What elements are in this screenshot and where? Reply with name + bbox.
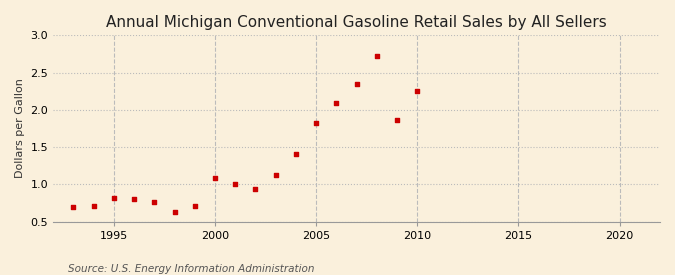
Point	[290, 152, 301, 156]
Point	[270, 173, 281, 178]
Point	[351, 82, 362, 86]
Point	[250, 187, 261, 191]
Point	[149, 200, 160, 205]
Point	[68, 205, 79, 209]
Point	[310, 121, 321, 125]
Point	[230, 182, 240, 186]
Title: Annual Michigan Conventional Gasoline Retail Sales by All Sellers: Annual Michigan Conventional Gasoline Re…	[106, 15, 607, 30]
Point	[190, 204, 200, 208]
Point	[129, 197, 140, 202]
Point	[412, 88, 423, 93]
Point	[88, 204, 99, 208]
Y-axis label: Dollars per Gallon: Dollars per Gallon	[15, 79, 25, 178]
Point	[109, 196, 119, 200]
Point	[371, 54, 382, 58]
Point	[210, 175, 221, 180]
Point	[331, 101, 342, 105]
Point	[392, 117, 402, 122]
Point	[169, 210, 180, 214]
Text: Source: U.S. Energy Information Administration: Source: U.S. Energy Information Administ…	[68, 264, 314, 274]
